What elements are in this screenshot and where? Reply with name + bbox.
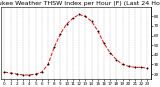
Title: Milwaukee Weather THSW Index per Hour (F) (Last 24 Hours): Milwaukee Weather THSW Index per Hour (F… (0, 1, 160, 6)
